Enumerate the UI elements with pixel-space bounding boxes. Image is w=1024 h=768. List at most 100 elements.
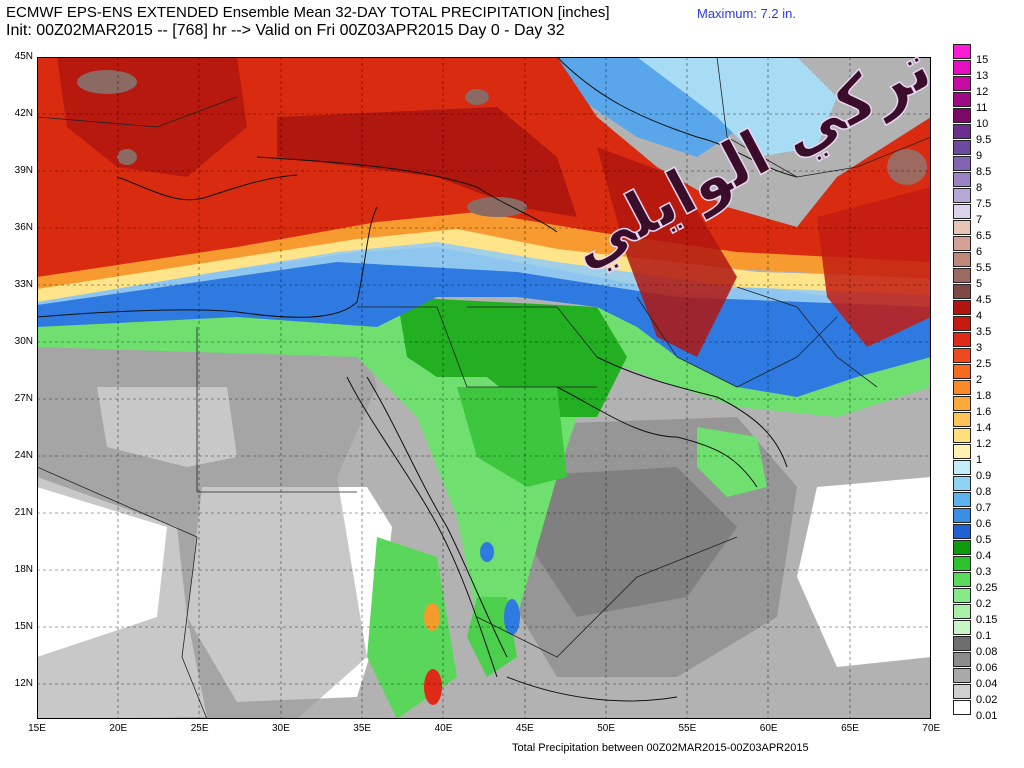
scale-swatch — [953, 108, 971, 123]
scale-swatch — [953, 284, 971, 299]
lat-label: 42N — [14, 108, 33, 119]
lat-label: 39N — [14, 165, 33, 176]
scale-swatch — [953, 476, 971, 491]
darkred-east — [817, 187, 931, 347]
scale-label: 0.6 — [976, 518, 992, 530]
lat-label: 21N — [14, 507, 33, 518]
scale-swatch — [953, 556, 971, 571]
brown-peak-2 — [467, 197, 527, 217]
scale-label: 15 — [976, 54, 989, 66]
scale-label: 0.3 — [976, 566, 992, 578]
scale-swatch — [953, 268, 971, 283]
scale-swatch — [953, 204, 971, 219]
scale-swatch — [953, 396, 971, 411]
scale-swatch — [953, 508, 971, 523]
scale-swatch — [953, 412, 971, 427]
scale-label: 13 — [976, 70, 989, 82]
brown-peak-4 — [887, 149, 927, 185]
scale-label: 6 — [976, 246, 983, 258]
scale-swatch — [953, 540, 971, 555]
lon-label: 70E — [922, 723, 941, 734]
brown-peak-1 — [77, 70, 137, 94]
yellow-band — [37, 227, 931, 302]
scale-swatch — [953, 636, 971, 651]
map-frame — [37, 57, 931, 719]
lon-label: 60E — [759, 723, 778, 734]
scale-swatch — [953, 140, 971, 155]
scale-label: 0.7 — [976, 502, 992, 514]
scale-swatch — [953, 700, 971, 715]
scale-swatch — [953, 172, 971, 187]
scale-swatch — [953, 188, 971, 203]
east-dry-patch — [797, 477, 931, 667]
lat-label: 27N — [14, 393, 33, 404]
scale-label: 0.1 — [976, 630, 992, 642]
lat-label: 45N — [14, 51, 33, 62]
arabia-dark — [507, 467, 737, 617]
ethiopia-red-spot — [424, 669, 442, 705]
ethiopia-orange-spot — [424, 603, 440, 631]
scale-label: 5.5 — [976, 262, 992, 274]
scale-label: 12 — [976, 86, 989, 98]
scale-label: 7 — [976, 214, 983, 226]
blue-spot-2 — [480, 542, 494, 562]
scale-label: 0.5 — [976, 534, 992, 546]
scale-label: 0.4 — [976, 550, 992, 562]
scale-swatch — [953, 588, 971, 603]
scale-label: 0.06 — [976, 662, 998, 674]
lat-label: 36N — [14, 222, 33, 233]
scale-label: 0.15 — [976, 614, 998, 626]
lat-label: 30N — [14, 336, 33, 347]
scale-label: 11 — [976, 102, 988, 114]
lon-label: 20E — [109, 723, 128, 734]
scale-swatch — [953, 460, 971, 475]
scale-swatch — [953, 92, 971, 107]
lat-label: 24N — [14, 450, 33, 461]
lat-label: 12N — [14, 678, 33, 689]
scale-label: 1.8 — [976, 390, 992, 402]
scale-label: 1.4 — [976, 422, 992, 434]
lon-label: 35E — [353, 723, 372, 734]
scale-label: 0.8 — [976, 486, 992, 498]
scale-label: 3 — [976, 342, 983, 354]
lat-label: 33N — [14, 279, 33, 290]
chart-subtitle: Init: 00Z02MAR2015 -- [768] hr --> Valid… — [6, 22, 565, 39]
maximum-label: Maximum: 7.2 in. — [697, 6, 796, 21]
scale-label: 5 — [976, 278, 983, 290]
scale-label: 7.5 — [976, 198, 992, 210]
blue-spot-1 — [504, 599, 520, 635]
scale-swatch — [953, 380, 971, 395]
precipitation-map — [37, 57, 931, 719]
footer-caption: Total Precipitation between 00Z02MAR2015… — [512, 742, 809, 754]
scale-label: 0.08 — [976, 646, 998, 658]
scale-swatch — [953, 44, 971, 59]
scale-swatch — [953, 364, 971, 379]
scale-swatch — [953, 652, 971, 667]
scale-swatch — [953, 156, 971, 171]
scale-swatch — [953, 252, 971, 267]
lon-label: 50E — [597, 723, 615, 734]
scale-label: 4 — [976, 310, 983, 322]
scale-label: 0.01 — [976, 710, 998, 722]
brown-peak-3 — [465, 89, 489, 105]
green-saudi — [457, 387, 567, 487]
scale-label: 1.6 — [976, 406, 992, 418]
blue-band — [37, 247, 931, 397]
scale-label: 9 — [976, 150, 983, 162]
chart-title: ECMWF EPS-ENS EXTENDED Ensemble Mean 32-… — [6, 4, 610, 21]
graticule — [37, 57, 931, 719]
scale-label: 0.04 — [976, 678, 998, 690]
scale-label: 6.5 — [976, 230, 992, 242]
scale-swatch — [953, 124, 971, 139]
scale-label: 0.25 — [976, 582, 998, 594]
scale-swatch — [953, 428, 971, 443]
scale-label: 9.5 — [976, 134, 992, 146]
scale-label: 0.9 — [976, 470, 992, 482]
lon-label: 65E — [841, 723, 859, 734]
scale-label: 0.2 — [976, 598, 992, 610]
scale-swatch — [953, 236, 971, 251]
scale-swatch — [953, 76, 971, 91]
lon-label: 15E — [28, 723, 46, 734]
scale-swatch — [953, 316, 971, 331]
scale-label: 8.5 — [976, 166, 992, 178]
